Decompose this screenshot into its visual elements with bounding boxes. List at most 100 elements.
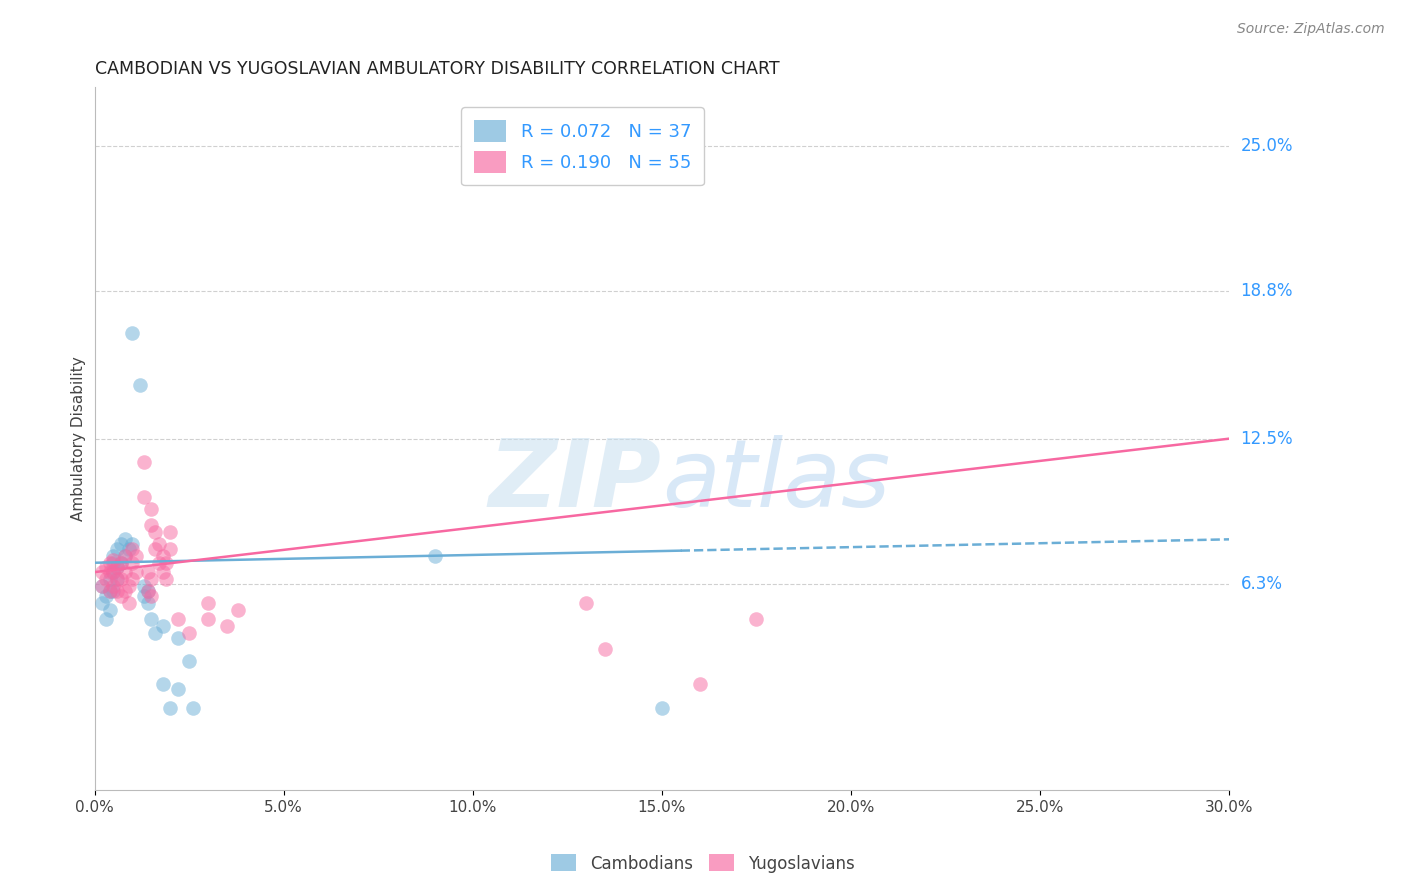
Point	[121, 556, 143, 570]
Point	[114, 533, 136, 547]
Point	[110, 572, 132, 586]
Text: ZIP: ZIP	[489, 434, 662, 527]
Point	[226, 602, 249, 616]
Point	[136, 583, 159, 598]
Point	[143, 626, 166, 640]
Point	[103, 565, 125, 579]
Point	[215, 619, 238, 633]
Point	[141, 572, 163, 586]
Text: atlas: atlas	[662, 435, 890, 526]
Point	[105, 583, 128, 598]
Point	[651, 701, 673, 715]
Point	[91, 579, 114, 593]
Point	[575, 595, 598, 609]
Point	[143, 541, 166, 556]
Point	[114, 549, 136, 563]
Point	[121, 572, 143, 586]
Point	[103, 553, 125, 567]
Point	[136, 583, 159, 598]
Point	[141, 518, 163, 533]
Point	[423, 549, 446, 563]
Point	[114, 549, 136, 563]
Point	[181, 701, 204, 715]
Point	[152, 549, 174, 563]
Point	[103, 556, 125, 570]
Point	[159, 701, 181, 715]
Legend: R = 0.072   N = 37, R = 0.190   N = 55: R = 0.072 N = 37, R = 0.190 N = 55	[461, 107, 704, 186]
Point	[155, 556, 177, 570]
Point	[143, 525, 166, 540]
Point	[651, 162, 673, 177]
Point	[121, 541, 143, 556]
Point	[125, 565, 148, 579]
Point	[103, 583, 125, 598]
Point	[152, 619, 174, 633]
Point	[148, 556, 170, 570]
Point	[105, 541, 128, 556]
Point	[110, 556, 132, 570]
Point	[136, 565, 159, 579]
Point	[98, 572, 121, 586]
Point	[94, 560, 117, 574]
Point	[114, 565, 136, 579]
Point	[136, 595, 159, 609]
Point	[91, 579, 114, 593]
Point	[132, 455, 155, 469]
Point	[98, 602, 121, 616]
Point	[103, 565, 125, 579]
Point	[121, 326, 143, 341]
Point	[132, 579, 155, 593]
Point	[103, 579, 125, 593]
Point	[689, 677, 711, 691]
Point	[132, 589, 155, 603]
Point	[98, 556, 121, 570]
Point	[105, 572, 128, 586]
Point	[98, 565, 121, 579]
Point	[91, 595, 114, 609]
Point	[179, 654, 201, 668]
Point	[132, 490, 155, 504]
Point	[103, 549, 125, 563]
Point	[129, 377, 152, 392]
Point	[105, 572, 128, 586]
Text: CAMBODIAN VS YUGOSLAVIAN AMBULATORY DISABILITY CORRELATION CHART: CAMBODIAN VS YUGOSLAVIAN AMBULATORY DISA…	[94, 60, 779, 78]
Point	[98, 583, 121, 598]
Point	[166, 631, 188, 645]
Text: Source: ZipAtlas.com: Source: ZipAtlas.com	[1237, 22, 1385, 37]
Point	[94, 612, 117, 626]
Point	[110, 537, 132, 551]
Point	[117, 579, 139, 593]
Point	[745, 612, 768, 626]
Point	[125, 549, 148, 563]
Point	[159, 525, 181, 540]
Point	[94, 589, 117, 603]
Point	[105, 560, 128, 574]
Text: 18.8%: 18.8%	[1240, 282, 1294, 301]
Point	[98, 583, 121, 598]
Point	[148, 537, 170, 551]
Point	[197, 595, 219, 609]
Text: 6.3%: 6.3%	[1240, 574, 1282, 593]
Point	[593, 642, 616, 657]
Point	[141, 612, 163, 626]
Point	[179, 626, 201, 640]
Point	[110, 556, 132, 570]
Point	[117, 595, 139, 609]
Point	[91, 565, 114, 579]
Point	[121, 537, 143, 551]
Point	[141, 589, 163, 603]
Point	[159, 541, 181, 556]
Point	[114, 583, 136, 598]
Point	[152, 677, 174, 691]
Text: 12.5%: 12.5%	[1240, 430, 1294, 448]
Point	[166, 612, 188, 626]
Legend: Cambodians, Yugoslavians: Cambodians, Yugoslavians	[544, 847, 862, 880]
Point	[110, 589, 132, 603]
Point	[94, 572, 117, 586]
Point	[155, 572, 177, 586]
Point	[152, 565, 174, 579]
Text: 25.0%: 25.0%	[1240, 137, 1294, 155]
Point	[117, 541, 139, 556]
Point	[197, 612, 219, 626]
Y-axis label: Ambulatory Disability: Ambulatory Disability	[72, 356, 86, 521]
